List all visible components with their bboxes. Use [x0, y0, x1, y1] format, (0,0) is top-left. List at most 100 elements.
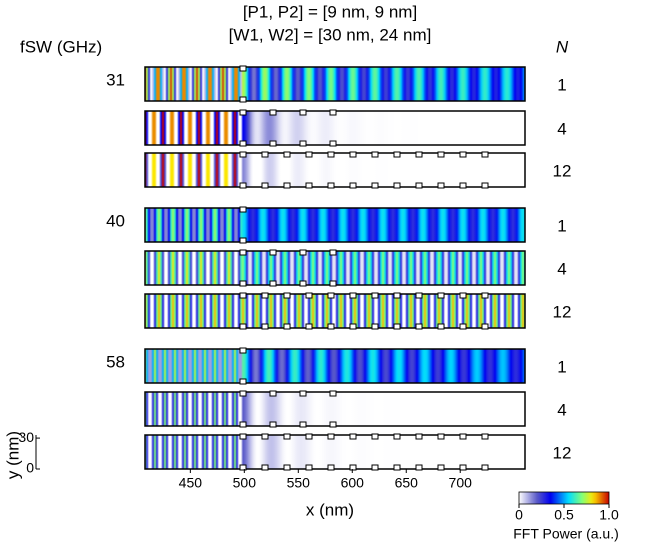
notch	[415, 323, 423, 330]
notch	[393, 323, 401, 330]
notch	[437, 323, 445, 330]
notch	[261, 323, 269, 330]
notch	[329, 280, 337, 287]
x-tick-label: 600	[341, 475, 365, 491]
notch	[349, 323, 357, 330]
notch	[327, 182, 335, 189]
field-map	[144, 391, 526, 427]
y-axis-label: y (nm)	[3, 431, 22, 479]
notch	[239, 237, 247, 244]
notch	[261, 182, 269, 189]
notch	[239, 151, 247, 158]
n-label: 12	[553, 302, 572, 321]
field-map	[144, 250, 526, 286]
notch	[393, 151, 401, 158]
notch	[459, 323, 467, 330]
notch	[393, 464, 401, 471]
notch	[329, 390, 337, 397]
field-map	[144, 110, 526, 146]
notch	[283, 433, 291, 440]
notch	[437, 292, 445, 299]
field-map	[144, 66, 526, 102]
notch	[393, 433, 401, 440]
notch	[415, 433, 423, 440]
notch	[269, 280, 277, 287]
notch	[239, 421, 247, 428]
notch	[415, 151, 423, 158]
colorbar-tick-label: 0.5	[554, 507, 574, 523]
notch	[371, 151, 379, 158]
n-label: 12	[553, 443, 572, 462]
n-label: 4	[557, 119, 566, 138]
notch	[371, 464, 379, 471]
notch	[349, 433, 357, 440]
notch	[239, 96, 247, 103]
x-tick-label: 650	[395, 475, 419, 491]
notch	[349, 464, 357, 471]
notch	[269, 109, 277, 116]
notch	[327, 464, 335, 471]
x-tick-label: 500	[233, 475, 257, 491]
notch	[481, 464, 489, 471]
notch	[239, 109, 247, 116]
notch	[437, 433, 445, 440]
notch	[299, 390, 307, 397]
notch	[239, 323, 247, 330]
notch	[239, 280, 247, 287]
n-label: 1	[557, 216, 566, 235]
notch	[261, 292, 269, 299]
notch	[269, 249, 277, 256]
n-label: 4	[557, 259, 566, 278]
notch	[459, 292, 467, 299]
notch	[239, 390, 247, 397]
notch	[371, 433, 379, 440]
notch	[371, 323, 379, 330]
x-axis-label: x (nm)	[306, 500, 354, 519]
notch	[481, 323, 489, 330]
notch	[261, 464, 269, 471]
notch	[299, 140, 307, 147]
n-label: 1	[557, 75, 566, 94]
notch	[283, 182, 291, 189]
notch	[239, 347, 247, 354]
notch	[305, 182, 313, 189]
notch	[239, 464, 247, 471]
notch	[349, 151, 357, 158]
header-line: [W1, W2] = [30 nm, 24 nm]	[229, 25, 432, 44]
notch	[481, 292, 489, 299]
notch	[459, 182, 467, 189]
notch	[393, 292, 401, 299]
notch	[415, 464, 423, 471]
notch	[239, 249, 247, 256]
colorbar-tick-label: 1.0	[599, 507, 619, 523]
notch	[327, 323, 335, 330]
y-tick-label: 0	[26, 460, 34, 476]
notch	[305, 151, 313, 158]
colorbar-label: FFT Power (a.u.)	[513, 526, 619, 542]
colorbar-tick-label: 0	[515, 507, 523, 523]
notch	[305, 464, 313, 471]
x-tick-label: 450	[179, 475, 203, 491]
notch	[459, 464, 467, 471]
notch	[239, 140, 247, 147]
notch	[415, 182, 423, 189]
notch	[261, 151, 269, 158]
notch	[299, 249, 307, 256]
notch	[371, 292, 379, 299]
notch	[269, 421, 277, 428]
notch	[327, 433, 335, 440]
notch	[329, 249, 337, 256]
field-map	[144, 434, 526, 470]
notch	[305, 323, 313, 330]
notch	[349, 292, 357, 299]
notch	[481, 151, 489, 158]
notch	[459, 151, 467, 158]
notch	[299, 280, 307, 287]
frequency-label: 58	[106, 352, 125, 371]
notch	[283, 292, 291, 299]
notch	[481, 433, 489, 440]
field-map	[144, 152, 526, 188]
notch	[437, 151, 445, 158]
notch	[329, 421, 337, 428]
notch	[329, 140, 337, 147]
